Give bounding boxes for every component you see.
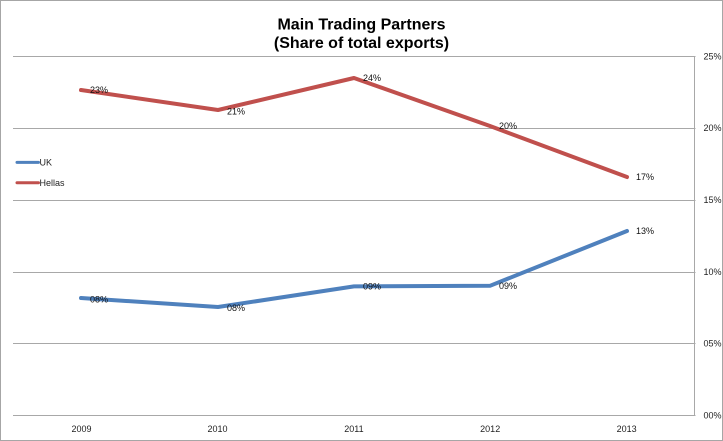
svg-text:17%: 17% <box>636 172 654 182</box>
svg-text:2010: 2010 <box>207 424 227 434</box>
svg-text:2011: 2011 <box>344 424 363 434</box>
svg-text:08%: 08% <box>227 303 245 313</box>
svg-text:2009: 2009 <box>71 424 91 434</box>
svg-text:(Share of total exports): (Share of total exports) <box>274 35 449 52</box>
svg-text:25%: 25% <box>704 51 722 61</box>
svg-text:20%: 20% <box>499 121 517 131</box>
svg-text:Hellas: Hellas <box>40 178 66 188</box>
svg-text:23%: 23% <box>90 85 108 95</box>
svg-text:09%: 09% <box>499 281 517 291</box>
svg-text:21%: 21% <box>227 107 245 117</box>
svg-text:15%: 15% <box>704 195 722 205</box>
svg-text:00%: 00% <box>704 410 722 420</box>
svg-text:UK: UK <box>40 158 53 168</box>
svg-text:2012: 2012 <box>480 424 500 434</box>
svg-text:24%: 24% <box>363 73 381 83</box>
svg-text:10%: 10% <box>704 267 722 277</box>
svg-text:05%: 05% <box>704 339 722 349</box>
svg-text:20%: 20% <box>704 123 722 133</box>
svg-text:08%: 08% <box>90 295 108 305</box>
svg-text:2013: 2013 <box>617 424 637 434</box>
svg-text:Main Trading Partners: Main Trading Partners <box>277 16 445 33</box>
svg-text:09%: 09% <box>363 282 381 292</box>
svg-text:13%: 13% <box>636 226 654 236</box>
